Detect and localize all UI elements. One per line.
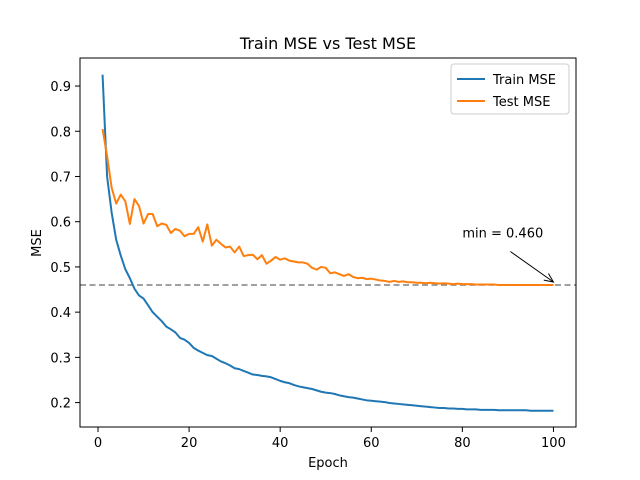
- x-axis-label: Epoch: [308, 456, 348, 471]
- x-tick-label: 100: [541, 436, 566, 451]
- y-tick-label: 0.6: [50, 216, 71, 231]
- x-tick-label: 40: [272, 436, 289, 451]
- x-tick-label: 20: [181, 436, 198, 451]
- legend-label-test-mse: Test MSE: [492, 95, 550, 110]
- y-tick-label: 0.5: [50, 261, 71, 276]
- y-tick-label: 0.9: [50, 80, 71, 95]
- y-axis-label: MSE: [30, 229, 45, 257]
- min-annotation: min = 0.460: [462, 227, 555, 283]
- y-tick-label: 0.2: [50, 397, 71, 412]
- x-tick-label: 60: [363, 436, 380, 451]
- series-line-test-mse: [101, 128, 554, 287]
- series-line-train-mse: [101, 74, 554, 412]
- y-tick-label: 0.8: [50, 125, 71, 140]
- plot-area-frame: [79, 57, 577, 428]
- x-tick-label: 80: [454, 436, 471, 451]
- y-axis: 0.2 0.3 0.4 0.5 0.6 0.7 0.8 0.9: [50, 80, 80, 412]
- annotation-arrow-line: [510, 251, 554, 283]
- annotation-text: min = 0.460: [462, 227, 543, 242]
- x-axis: 0 20 40 60 80 100: [94, 427, 566, 451]
- y-tick-label: 0.7: [50, 170, 71, 185]
- chart-title: Train MSE vs Test MSE: [239, 34, 416, 53]
- legend: Train MSE Test MSE: [450, 63, 570, 115]
- y-tick-label: 0.3: [50, 351, 71, 366]
- annotation-arrow-head: [543, 273, 555, 283]
- legend-label-train-mse: Train MSE: [492, 73, 556, 88]
- x-tick-label: 0: [94, 436, 102, 451]
- y-tick-label: 0.4: [50, 306, 71, 321]
